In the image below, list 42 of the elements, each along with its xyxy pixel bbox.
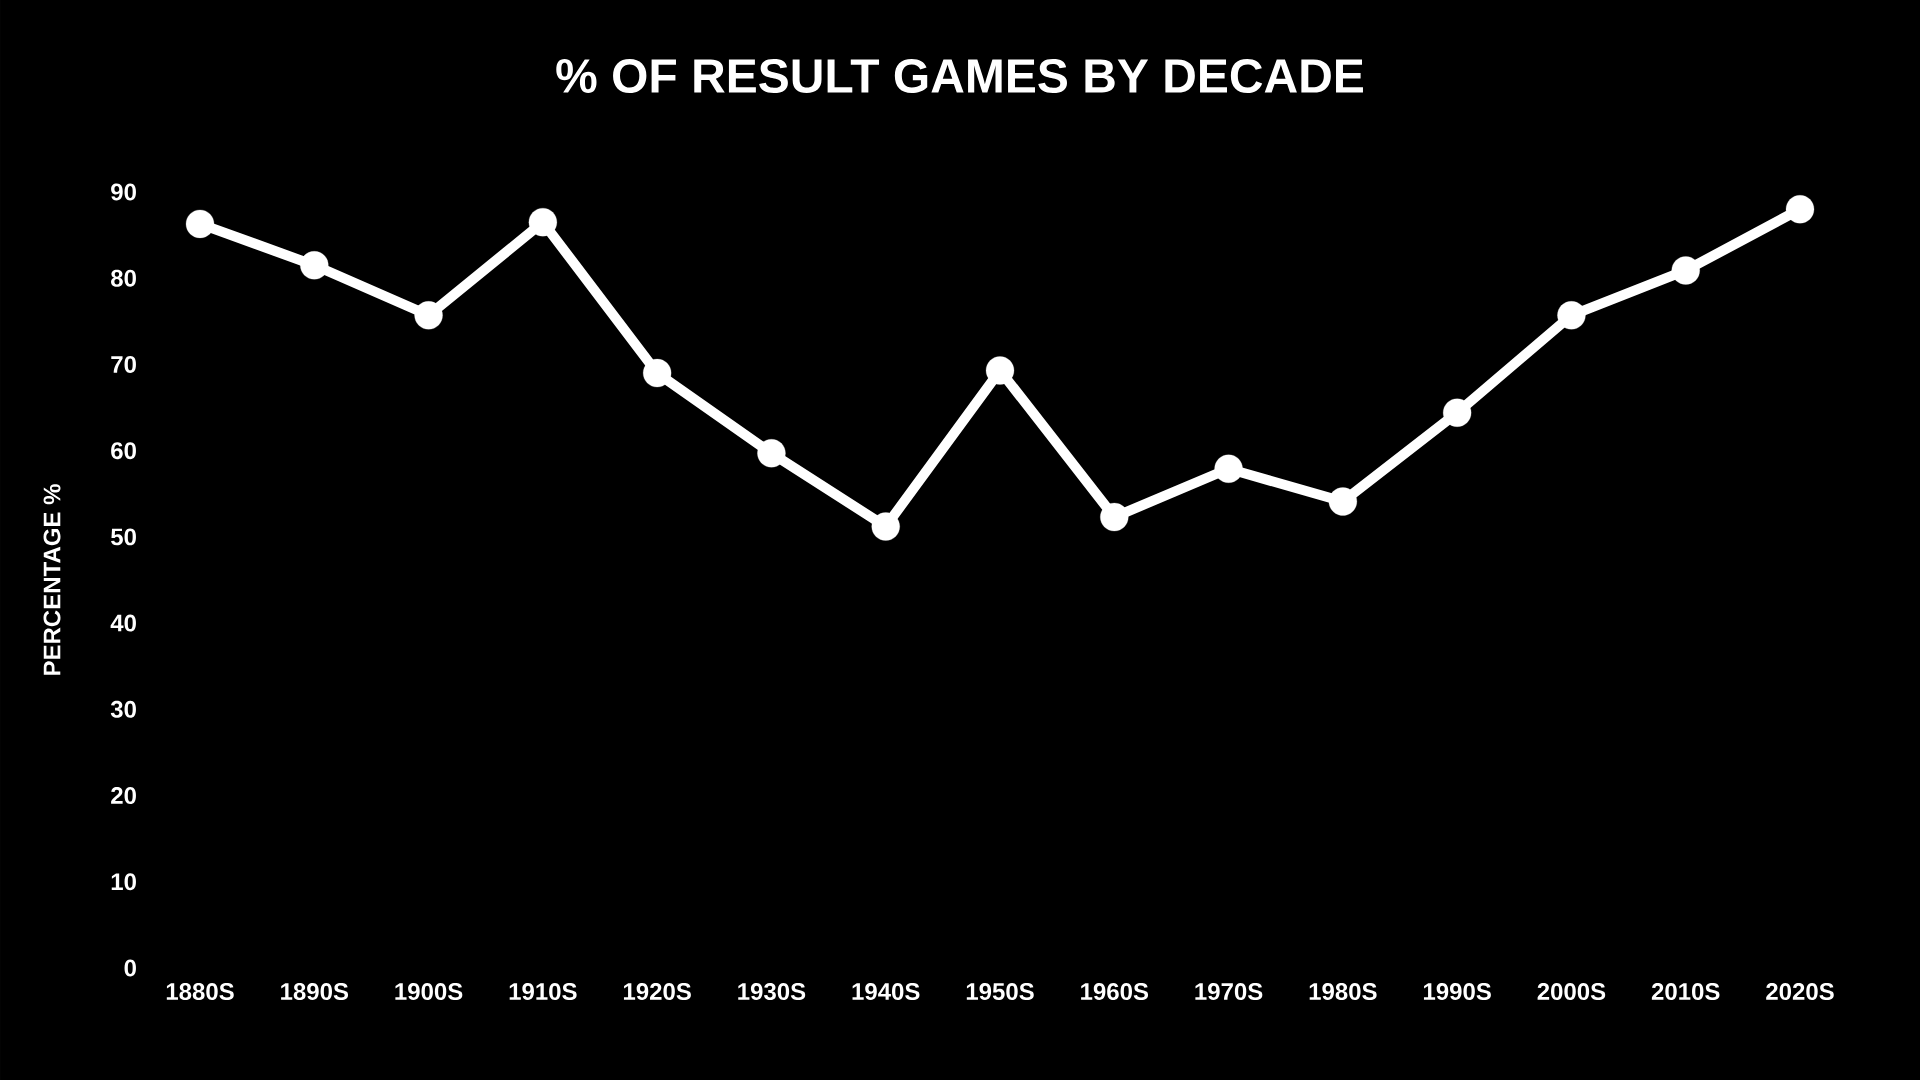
point [643,358,672,388]
y-tick-label: 60 [111,442,136,460]
y-axis-title: PERCENTAGE % [43,484,61,675]
point [1100,502,1129,532]
point [985,356,1015,385]
x-tick-label: 1990S [1423,983,1491,1001]
point [528,208,557,237]
x-tick-label: 1920S [623,983,691,1001]
point [1214,454,1243,483]
y-tick-label: 40 [110,614,136,632]
y-tick-label: 80 [111,269,136,287]
y-tick-label: 10 [111,873,136,891]
point [757,439,786,468]
x-tick-label: 2000S [1537,983,1606,1001]
point [300,251,329,280]
point [1443,398,1472,427]
x-tick-label: 1930S [738,983,806,1001]
point [871,512,900,541]
x-tick-label: 1890S [281,983,349,1001]
point [1785,195,1815,224]
x-tick-label: 1950S [966,983,1034,1001]
point [414,301,443,330]
y-tick-label: 0 [124,959,136,977]
x-tick-label: 1980S [1309,983,1377,1001]
x-tick-label: 1880S [166,983,234,1001]
point [1557,301,1586,330]
y-tick-label: 20 [111,787,136,805]
y-tick-label: 90 [111,183,136,201]
x-tick-label: 2010S [1651,983,1720,1001]
point [1328,487,1357,516]
x-tick-label: 1960S [1081,983,1149,1001]
x-tick-label: 1910S [509,983,577,1001]
x-tick-label: 2020S [1766,983,1834,1001]
y-tick-label: 30 [110,700,136,718]
y-tick-label: 70 [111,355,136,373]
x-tick-label: 1970S [1195,983,1263,1001]
x-tick-label: 1900S [395,983,463,1001]
point [1671,256,1700,285]
point [185,209,215,239]
x-tick-label: 1940S [852,983,920,1001]
chart-title: % OF RESULT GAMES BY DECADE [556,59,1363,93]
y-tick-label: 50 [111,528,136,546]
